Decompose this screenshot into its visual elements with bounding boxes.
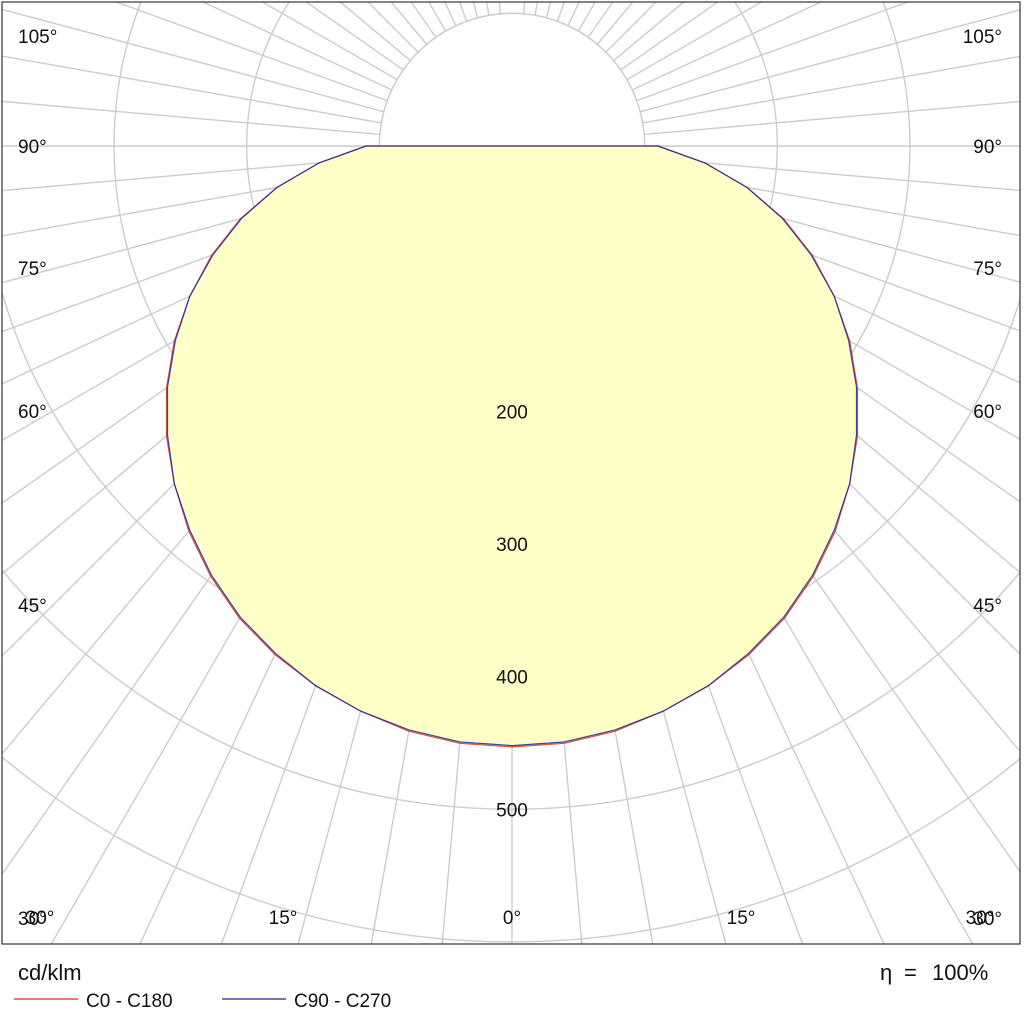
efficiency-value: 100%	[932, 960, 988, 985]
angle-label-bottom: 15°	[269, 908, 298, 929]
angle-label-left: 75°	[18, 259, 47, 280]
angle-label-bottom: 30°	[966, 908, 995, 929]
efficiency-equals: =	[904, 960, 917, 985]
angle-label-left: 105°	[18, 27, 57, 48]
angle-label-left: 60°	[18, 402, 47, 423]
axis-labels: 200 300 400 500 105° 90° 75° 60° 45° 30° 105° 90° 75…	[18, 27, 1002, 930]
legend-label: C0 - C180	[86, 991, 173, 1012]
intensity-curve	[166, 145, 858, 747]
angle-label-right: 45°	[973, 596, 1002, 617]
grid-ring	[2, 568, 1020, 810]
intensity-fill	[166, 146, 858, 747]
grid-ring	[2, 755, 1020, 943]
radial-tick-label: 200	[496, 402, 528, 423]
angle-label-bottom: 30°	[26, 908, 55, 929]
angle-label-bottom: 15°	[727, 908, 756, 929]
angle-label-right: 30°	[973, 909, 1002, 930]
radial-tick-label: 400	[496, 668, 528, 689]
angle-label-right: 60°	[973, 402, 1002, 423]
intensity-curves	[165, 145, 859, 748]
legend: C0 - C180 C90 - C270	[14, 991, 391, 1012]
efficiency-readout: η = 100%	[880, 960, 988, 985]
unit-label: cd/klm	[18, 960, 82, 985]
legend-item-c0: C0 - C180	[14, 991, 173, 1012]
angle-label-left: 90°	[18, 137, 47, 158]
angle-label-left: 30°	[18, 909, 47, 930]
angle-label-right: 90°	[973, 137, 1002, 158]
angle-label-right: 105°	[963, 27, 1002, 48]
chart-frame	[1, 1, 1021, 945]
angle-label-bottom: 0°	[503, 908, 521, 929]
angle-label-left: 45°	[18, 596, 47, 617]
legend-item-c90: C90 - C270	[222, 991, 391, 1012]
radial-tick-label: 500	[496, 800, 528, 821]
angle-label-right: 75°	[973, 259, 1002, 280]
efficiency-symbol: η	[880, 960, 892, 985]
legend-label: C90 - C270	[294, 991, 391, 1012]
radial-tick-label: 300	[496, 535, 528, 556]
